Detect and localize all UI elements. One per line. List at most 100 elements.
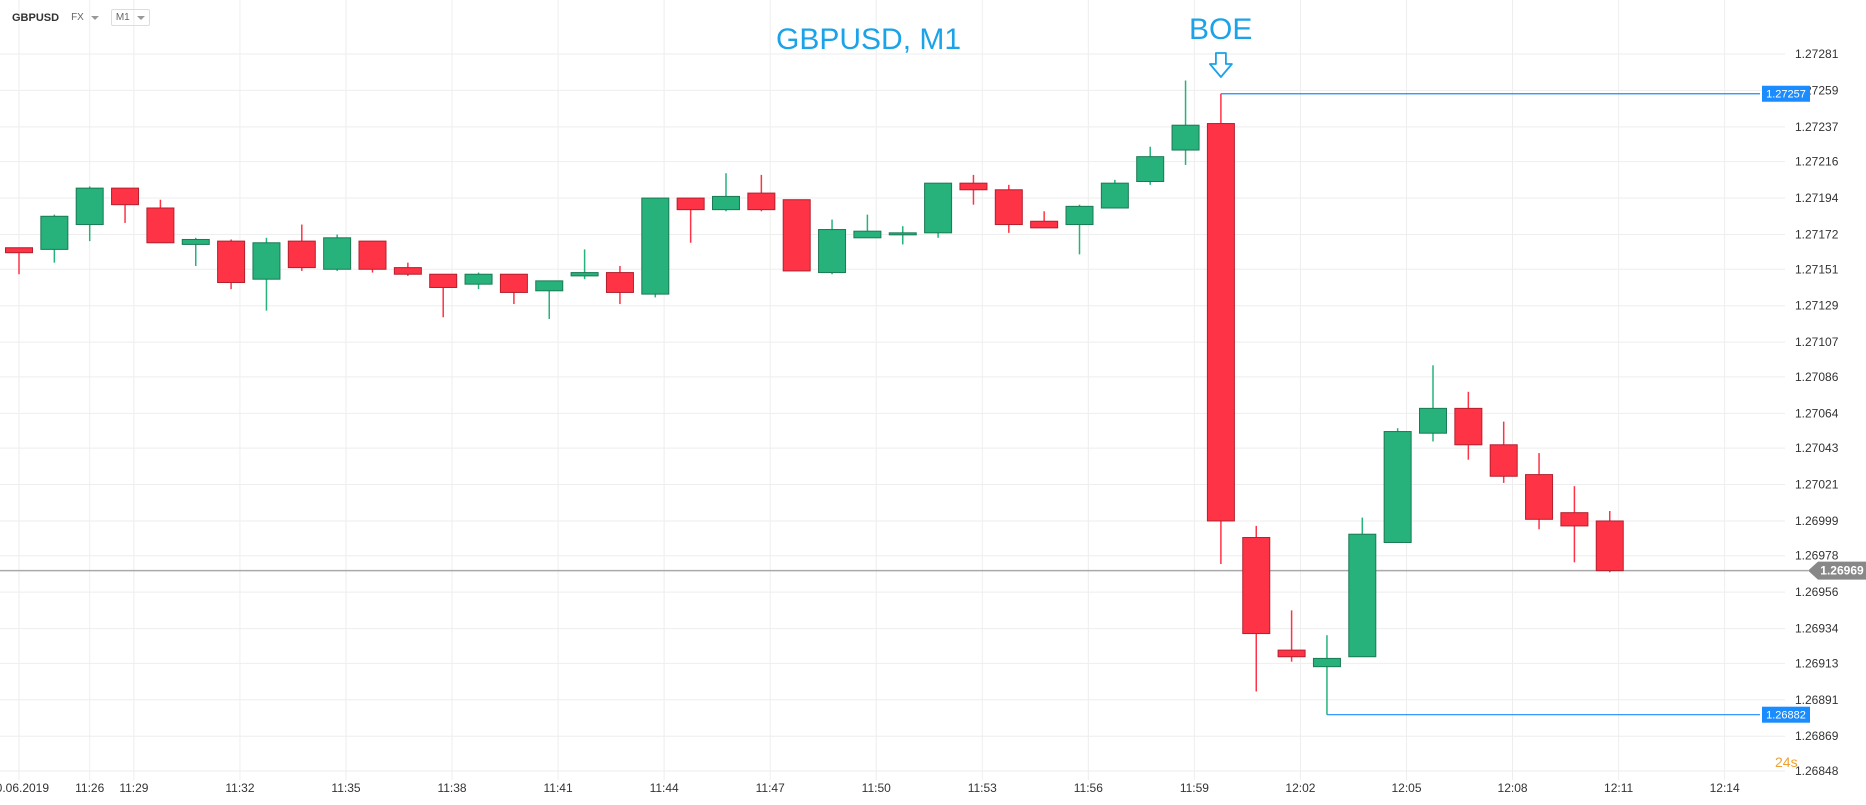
candle-body-bear[interactable] [1277,649,1306,658]
chart-toolbar: GBPUSD FX M1 [12,9,150,26]
y-tick-label: 1.27281 [1795,47,1839,61]
y-tick-label: 1.26891 [1795,693,1839,707]
candle-body-bull[interactable] [712,195,740,211]
y-tick-label: 1.26978 [1795,549,1839,563]
x-tick-label: 11:35 [331,781,360,795]
candle-body-bull[interactable] [1348,533,1377,658]
event-label: BOE [1189,13,1253,46]
candle-body-bear[interactable] [605,272,634,293]
chevron-down-icon [136,15,145,20]
candle-body-bear[interactable] [1454,407,1483,446]
candle-body-bear[interactable] [747,192,776,211]
y-tick-label: 1.26999 [1795,514,1839,528]
down-arrow-icon [1209,52,1233,78]
x-tick-label: 11:29 [119,781,148,795]
x-tick-label: 11:26 [75,781,104,795]
low-price-tag-bg [1762,706,1810,723]
x-tick-label: 12:14 [1710,781,1740,795]
candle-body-bull[interactable] [1419,407,1447,434]
candle-body-bull[interactable] [570,272,599,277]
candle-body-bull[interactable] [924,182,953,234]
candle-body-bull[interactable] [888,232,917,236]
candle-body-bull[interactable] [1383,431,1412,543]
y-tick-label: 1.26913 [1795,656,1839,670]
symbol-label[interactable]: GBPUSD [12,11,60,24]
timeframe-selector[interactable]: M1 [110,9,150,26]
candle-body-bear[interactable] [499,273,528,293]
candle-body-bear[interactable] [994,189,1023,226]
y-tick-label: 1.27043 [1795,441,1839,455]
y-tick-label: 1.26956 [1795,585,1839,599]
candle-body-bull[interactable] [641,197,670,295]
candle-body-bear[interactable] [1595,520,1624,572]
market-selector[interactable]: FX [67,10,103,25]
x-tick-label: 11:44 [650,781,679,795]
y-tick-label: 1.27064 [1795,406,1839,420]
x-tick-label: 12:05 [1391,781,1421,795]
x-tick-label: 12:08 [1498,781,1528,795]
candle-body-bull[interactable] [181,238,210,245]
market-label: FX [71,12,84,23]
x-tick-label: 11:32 [225,781,254,795]
y-tick-label: 1.27129 [1795,299,1839,313]
candle-body-bear[interactable] [358,240,387,270]
current-price-tag-bg [1808,561,1866,580]
candle-body-bear[interactable] [429,273,458,288]
candle-body-bull[interactable] [252,242,281,280]
candle-body-bear[interactable] [5,247,33,254]
candle-body-bull[interactable] [40,215,69,250]
candle-body-bull[interactable] [1065,205,1094,226]
candle-body-bear[interactable] [676,197,705,211]
candle-body-bull[interactable] [1312,657,1341,668]
candle-body-bull[interactable] [1171,124,1200,151]
candle-body-bull[interactable] [1100,182,1129,209]
candle-body-bull[interactable] [323,237,352,270]
candle-body-bear[interactable] [1525,474,1554,520]
y-tick-label: 1.27194 [1795,191,1839,205]
y-tick-label: 1.27107 [1795,335,1839,349]
candle-body-bear[interactable] [1489,444,1518,477]
y-tick-label: 1.27237 [1795,120,1839,134]
candle-body-bear[interactable] [1560,512,1589,527]
candle-body-bear[interactable] [217,240,246,284]
y-tick-label: 1.27172 [1795,227,1839,241]
y-tick-label: 1.26869 [1795,729,1839,743]
candle-body-bear[interactable] [146,207,175,244]
candle-body-bear[interactable] [782,199,811,272]
candle-countdown: 24s [1775,754,1798,770]
y-tick-label: 1.27086 [1795,370,1839,384]
low-price-tag: 1.26882 [1766,710,1806,722]
chevron-down-icon [90,15,99,20]
y-tick-label: 1.26848 [1795,764,1839,778]
timeframe-label: M1 [115,12,130,23]
y-tick-label: 1.27021 [1795,478,1839,492]
x-tick-label: 20.06.2019 [0,781,49,795]
x-tick-label: 11:53 [968,781,997,795]
high-price-tag: 1.27257 [1766,89,1806,101]
candle-body-bear[interactable] [959,182,988,191]
candle-body-bear[interactable] [1206,123,1235,522]
candle-body-bull[interactable] [1136,156,1165,183]
candle-body-bull[interactable] [464,273,493,285]
y-tick-label: 1.26934 [1795,622,1839,636]
x-tick-label: 12:11 [1604,781,1633,795]
current-price-tag: 1.26969 [1820,564,1864,578]
candle-body-bear[interactable] [1030,220,1059,229]
x-tick-label: 11:38 [437,781,466,795]
candle-body-bull[interactable] [75,187,104,226]
x-tick-label: 12:02 [1285,781,1315,795]
candle-body-bear[interactable] [287,240,316,269]
y-tick-label: 1.27216 [1795,155,1839,169]
candle-body-bear[interactable] [393,267,422,275]
candle-body-bear[interactable] [1242,537,1271,635]
x-tick-label: 11:50 [862,781,891,795]
candle-body-bull[interactable] [853,230,882,239]
candle-body-bear[interactable] [111,187,140,206]
high-price-tag-bg [1762,85,1810,102]
candle-body-bull[interactable] [818,229,847,274]
candle-body-bull[interactable] [535,280,564,292]
x-tick-label: 11:56 [1074,781,1103,795]
x-tick-label: 11:47 [756,781,785,795]
